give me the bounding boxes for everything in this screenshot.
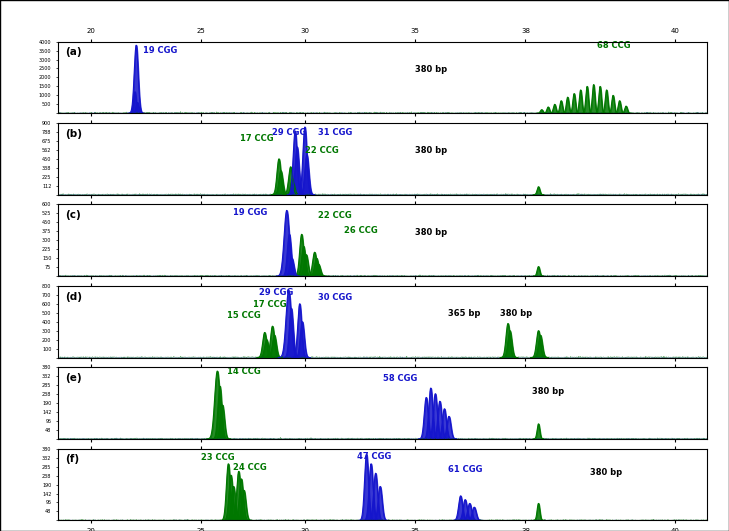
Text: 58 CGG: 58 CGG (383, 374, 417, 383)
Text: (c): (c) (65, 210, 81, 220)
Text: 22 CCG: 22 CCG (318, 211, 351, 220)
Text: 380 bp: 380 bp (532, 387, 564, 396)
Text: (b): (b) (65, 129, 82, 139)
Text: 19 CGG: 19 CGG (143, 46, 177, 55)
Text: 380 bp: 380 bp (499, 309, 531, 318)
Text: 29 CGG: 29 CGG (273, 129, 307, 138)
Text: 23 CCG: 23 CCG (201, 452, 235, 461)
Text: (a): (a) (65, 47, 82, 57)
Text: 380 bp: 380 bp (416, 147, 448, 155)
Text: 31 CGG: 31 CGG (318, 129, 352, 138)
Text: 19 CGG: 19 CGG (233, 208, 268, 217)
Text: 61 CGG: 61 CGG (448, 465, 482, 474)
Text: (f): (f) (65, 455, 79, 465)
Text: 365 bp: 365 bp (448, 309, 480, 318)
Text: 68 CCG: 68 CCG (597, 41, 631, 50)
Text: 26 CCG: 26 CCG (344, 226, 378, 235)
Text: (e): (e) (65, 373, 82, 383)
Text: 15 CCG: 15 CCG (227, 311, 261, 320)
Text: 14 CCG: 14 CCG (227, 367, 261, 376)
Text: 380 bp: 380 bp (416, 228, 448, 237)
Text: 22 CCG: 22 CCG (305, 147, 338, 155)
Text: 380 bp: 380 bp (590, 468, 623, 477)
Text: (d): (d) (65, 292, 82, 302)
Text: 380 bp: 380 bp (416, 65, 448, 74)
Text: 17 CCG: 17 CCG (240, 134, 273, 143)
Text: 29 CGG: 29 CGG (260, 288, 294, 297)
Text: 17 CCG: 17 CCG (253, 300, 286, 309)
Text: 24 CCG: 24 CCG (233, 463, 268, 472)
Text: 47 CGG: 47 CGG (356, 452, 391, 461)
Text: 30 CGG: 30 CGG (318, 293, 352, 302)
